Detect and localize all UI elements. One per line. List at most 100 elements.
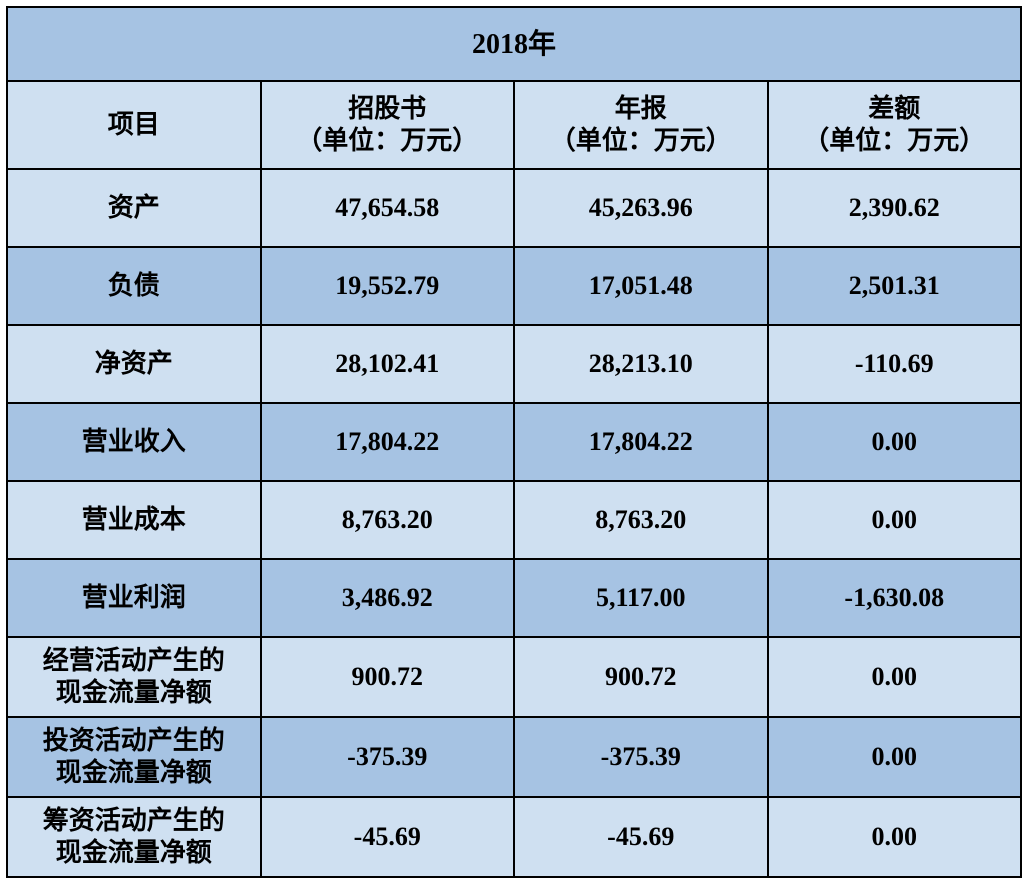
cell-item-line: 负债 <box>14 270 254 303</box>
cell-item-line: 现金流量净额 <box>14 837 254 870</box>
cell-difference-line: 0.00 <box>775 426 1015 459</box>
table-row: 营业利润 3,486.92 5,117.00 -1,630.08 <box>7 559 1021 637</box>
cell-annual-report: 17,051.48 <box>514 247 768 325</box>
cell-item: 筹资活动产生的现金流量净额 <box>7 797 261 877</box>
cell-annual-report-line: 17,804.22 <box>521 426 761 459</box>
cell-annual-report-line: -375.39 <box>521 741 761 774</box>
cell-prospectus: 19,552.79 <box>261 247 515 325</box>
table-row: 负债 19,552.79 17,051.48 2,501.31 <box>7 247 1021 325</box>
cell-item: 营业收入 <box>7 403 261 481</box>
table-row: 净资产 28,102.41 28,213.10 -110.69 <box>7 325 1021 403</box>
financial-table: 2018年 项目 招股书 （单位：万元） 年报 （单位：万元） 差额 （单位：万… <box>6 6 1022 878</box>
cell-prospectus: 8,763.20 <box>261 481 515 559</box>
cell-prospectus: 17,804.22 <box>261 403 515 481</box>
cell-annual-report: 5,117.00 <box>514 559 768 637</box>
col-header-difference-unit: （单位：万元） <box>775 125 1015 158</box>
cell-item-line: 现金流量净额 <box>14 677 254 710</box>
cell-difference: 0.00 <box>768 637 1022 717</box>
cell-annual-report: 900.72 <box>514 637 768 717</box>
cell-item-line: 筹资活动产生的 <box>14 805 254 838</box>
cell-difference-line: -1,630.08 <box>775 582 1015 615</box>
cell-prospectus-line: 28,102.41 <box>268 348 508 381</box>
cell-item: 投资活动产生的现金流量净额 <box>7 717 261 797</box>
col-header-prospectus-unit: （单位：万元） <box>268 125 508 158</box>
col-header-item: 项目 <box>7 81 261 169</box>
cell-item-line: 营业利润 <box>14 582 254 615</box>
col-header-prospectus: 招股书 （单位：万元） <box>261 81 515 169</box>
cell-prospectus: 47,654.58 <box>261 169 515 247</box>
cell-annual-report: 17,804.22 <box>514 403 768 481</box>
cell-difference-line: 0.00 <box>775 504 1015 537</box>
cell-prospectus: -375.39 <box>261 717 515 797</box>
cell-annual-report-line: 45,263.96 <box>521 192 761 225</box>
table-row: 筹资活动产生的现金流量净额-45.69-45.690.00 <box>7 797 1021 877</box>
cell-prospectus-line: -45.69 <box>268 821 508 854</box>
cell-difference-line: 2,390.62 <box>775 192 1015 225</box>
col-header-item-label: 项目 <box>108 110 160 139</box>
cell-annual-report-line: 8,763.20 <box>521 504 761 537</box>
cell-item: 营业成本 <box>7 481 261 559</box>
cell-difference-line: 0.00 <box>775 661 1015 694</box>
cell-prospectus: 900.72 <box>261 637 515 717</box>
table-row: 资产 47,654.58 45,263.96 2,390.62 <box>7 169 1021 247</box>
cell-item: 负债 <box>7 247 261 325</box>
cell-difference: -110.69 <box>768 325 1022 403</box>
cell-prospectus-line: -375.39 <box>268 741 508 774</box>
cell-annual-report-line: 900.72 <box>521 661 761 694</box>
cell-prospectus-line: 8,763.20 <box>268 504 508 537</box>
cell-difference-line: -110.69 <box>775 348 1015 381</box>
cell-prospectus: 3,486.92 <box>261 559 515 637</box>
title-row: 2018年 <box>7 7 1021 81</box>
cell-difference: 0.00 <box>768 481 1022 559</box>
cell-annual-report: 28,213.10 <box>514 325 768 403</box>
cell-item: 经营活动产生的现金流量净额 <box>7 637 261 717</box>
table-title: 2018年 <box>7 7 1021 81</box>
cell-item-line: 净资产 <box>14 348 254 381</box>
cell-difference: 2,390.62 <box>768 169 1022 247</box>
cell-item-line: 投资活动产生的 <box>14 725 254 758</box>
cell-item: 营业利润 <box>7 559 261 637</box>
table-body: 资产 47,654.58 45,263.96 2,390.62 负债 19,552.79 1… <box>7 169 1021 877</box>
cell-annual-report: -45.69 <box>514 797 768 877</box>
cell-prospectus-line: 3,486.92 <box>268 582 508 615</box>
cell-item-line: 营业收入 <box>14 426 254 459</box>
cell-difference-line: 2,501.31 <box>775 270 1015 303</box>
cell-prospectus-line: 47,654.58 <box>268 192 508 225</box>
cell-annual-report: 45,263.96 <box>514 169 768 247</box>
col-header-difference: 差额 （单位：万元） <box>768 81 1022 169</box>
cell-difference: 0.00 <box>768 717 1022 797</box>
cell-item-line: 现金流量净额 <box>14 757 254 790</box>
col-header-prospectus-label: 招股书 <box>268 93 508 126</box>
header-row: 项目 招股书 （单位：万元） 年报 （单位：万元） 差额 （单位：万元） <box>7 81 1021 169</box>
table-row: 营业成本 8,763.20 8,763.20 0.00 <box>7 481 1021 559</box>
cell-difference: 2,501.31 <box>768 247 1022 325</box>
cell-difference-line: 0.00 <box>775 821 1015 854</box>
cell-item-line: 经营活动产生的 <box>14 645 254 678</box>
cell-difference: 0.00 <box>768 403 1022 481</box>
cell-difference: -1,630.08 <box>768 559 1022 637</box>
col-header-annual-report-label: 年报 <box>521 93 761 126</box>
cell-annual-report-line: 28,213.10 <box>521 348 761 381</box>
cell-prospectus: -45.69 <box>261 797 515 877</box>
cell-difference: 0.00 <box>768 797 1022 877</box>
table-row: 投资活动产生的现金流量净额-375.39-375.390.00 <box>7 717 1021 797</box>
cell-difference-line: 0.00 <box>775 741 1015 774</box>
cell-prospectus-line: 900.72 <box>268 661 508 694</box>
table-row: 经营活动产生的现金流量净额900.72900.720.00 <box>7 637 1021 717</box>
cell-prospectus-line: 17,804.22 <box>268 426 508 459</box>
cell-annual-report-line: 17,051.48 <box>521 270 761 303</box>
cell-annual-report: 8,763.20 <box>514 481 768 559</box>
cell-annual-report: -375.39 <box>514 717 768 797</box>
cell-prospectus: 28,102.41 <box>261 325 515 403</box>
cell-item-line: 资产 <box>14 192 254 225</box>
cell-item: 资产 <box>7 169 261 247</box>
col-header-annual-report: 年报 （单位：万元） <box>514 81 768 169</box>
cell-item-line: 营业成本 <box>14 504 254 537</box>
cell-annual-report-line: -45.69 <box>521 821 761 854</box>
col-header-difference-label: 差额 <box>775 93 1015 126</box>
cell-prospectus-line: 19,552.79 <box>268 270 508 303</box>
cell-item: 净资产 <box>7 325 261 403</box>
cell-annual-report-line: 5,117.00 <box>521 582 761 615</box>
col-header-annual-report-unit: （单位：万元） <box>521 125 761 158</box>
table-row: 营业收入 17,804.22 17,804.22 0.00 <box>7 403 1021 481</box>
